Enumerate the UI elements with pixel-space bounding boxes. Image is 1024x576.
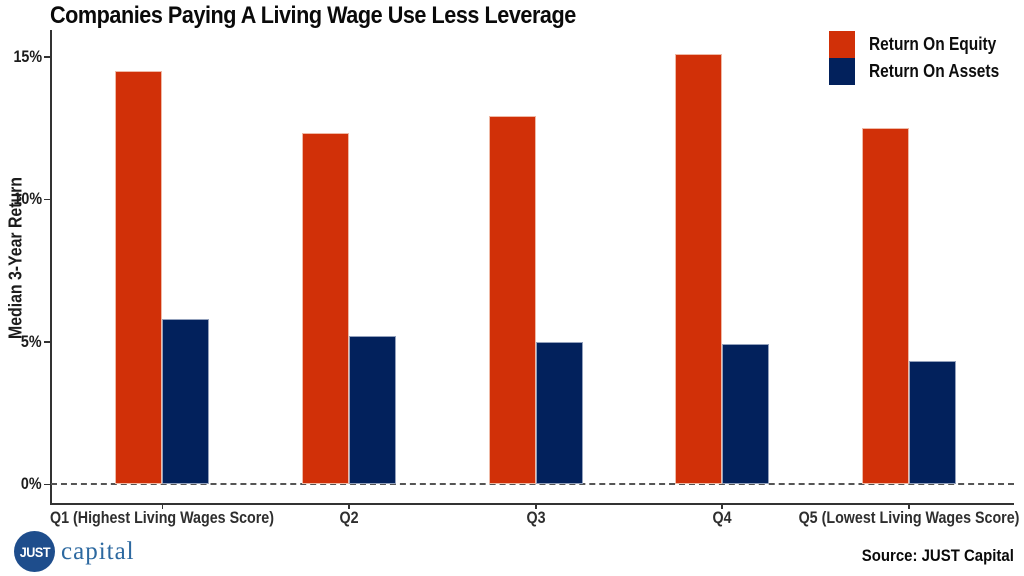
y-axis-tick: [44, 341, 50, 343]
just-capital-logo: JUST capital: [14, 531, 135, 572]
y-axis-line: [50, 30, 52, 503]
x-tick-label-q1: Q1 (Highest Living Wages Score): [49, 508, 275, 527]
x-tick-label-q2: Q2: [338, 508, 359, 527]
x-axis-line: [50, 503, 1014, 505]
bar-roa-q4: [721, 344, 769, 484]
x-axis-tick: [535, 503, 537, 509]
source-attribution: Source: JUST Capital: [861, 546, 1014, 565]
legend-label: Return On Assets: [869, 61, 1000, 81]
logo-circle-text: JUST: [19, 543, 50, 560]
y-axis-tick: [44, 198, 50, 200]
bar-roe-q5: [861, 127, 909, 484]
logo-wordmark: capital: [61, 537, 135, 565]
x-tick-label-q3: Q3: [525, 508, 546, 527]
y-tick-label: 15%: [13, 46, 42, 66]
legend-item-return-on-assets: Return On Assets: [829, 58, 1020, 85]
y-tick-label: 0%: [21, 474, 42, 493]
y-axis-tick: [44, 56, 50, 58]
y-axis-tick: [44, 483, 50, 485]
just-logo-circle: JUST: [14, 531, 55, 572]
zero-percent-dashed-line: [51, 483, 1014, 485]
legend-label: Return On Equity: [869, 34, 997, 54]
bar-roa-q3: [535, 341, 583, 484]
x-axis-tick: [348, 503, 350, 509]
x-axis-tick: [721, 503, 723, 509]
x-axis-tick: [908, 503, 910, 509]
roa-color-swatch: [829, 58, 855, 85]
bar-roa-q2: [348, 335, 396, 484]
y-tick-label: 10%: [13, 189, 42, 208]
legend-item-return-on-equity: Return On Equity: [829, 31, 1020, 58]
roe-color-swatch: [829, 31, 855, 58]
x-tick-label-q4: Q4: [711, 508, 732, 527]
x-tick-label-q5: Q5 (Lowest Living Wages Score): [798, 508, 1019, 527]
chart-title: Companies Paying A Living Wage Use Less …: [50, 2, 576, 29]
bar-roa-q5: [908, 361, 956, 484]
chart-legend: Return On Equity Return On Assets: [829, 31, 1020, 85]
bar-roe-q1: [115, 70, 162, 484]
y-tick-label: 5%: [21, 331, 42, 351]
x-axis-tick: [161, 503, 163, 509]
bar-roe-q2: [301, 133, 349, 484]
bar-roa-q1: [162, 318, 209, 484]
bar-roe-q3: [488, 116, 536, 484]
bar-roe-q4: [674, 53, 722, 484]
